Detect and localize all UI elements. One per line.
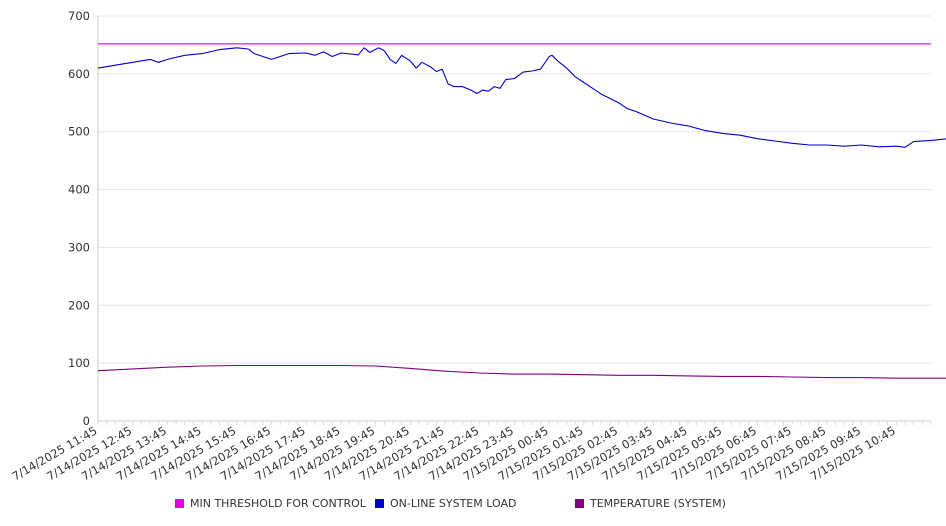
- legend-item-system-load: ON-LINE SYSTEM LOAD: [375, 497, 516, 510]
- axes: [97, 16, 932, 425]
- legend-swatch-min-threshold: [175, 499, 184, 508]
- y-tick-label: 300: [68, 240, 90, 254]
- series-temperature: [97, 364, 946, 379]
- y-tick-label: 400: [68, 183, 90, 197]
- series-system-load: [97, 47, 946, 148]
- legend-label-temperature: TEMPERATURE (SYSTEM): [590, 497, 726, 510]
- y-tick-label: 500: [68, 125, 90, 139]
- y-tick-labels: 0 100 200 300 400 500 600 700: [68, 9, 90, 428]
- series-lines: [97, 43, 946, 379]
- legend: MIN THRESHOLD FOR CONTROL ON-LINE SYSTEM…: [0, 497, 946, 517]
- legend-item-min-threshold: MIN THRESHOLD FOR CONTROL: [175, 497, 366, 510]
- y-tick-label: 0: [83, 414, 90, 428]
- y-tick-label: 200: [68, 298, 90, 312]
- legend-label-system-load: ON-LINE SYSTEM LOAD: [390, 497, 517, 510]
- legend-label-min-threshold: MIN THRESHOLD FOR CONTROL: [190, 497, 366, 510]
- legend-item-temperature: TEMPERATURE (SYSTEM): [575, 497, 726, 510]
- y-tick-label: 100: [68, 356, 90, 370]
- legend-swatch-temperature: [575, 499, 584, 508]
- y-tick-label: 700: [68, 9, 90, 23]
- legend-swatch-system-load: [375, 499, 384, 508]
- y-tick-label: 600: [68, 67, 90, 81]
- grid-lines: [98, 15, 931, 364]
- x-tick-labels: 7/14/2025 11:457/14/2025 12:457/14/2025 …: [10, 423, 898, 483]
